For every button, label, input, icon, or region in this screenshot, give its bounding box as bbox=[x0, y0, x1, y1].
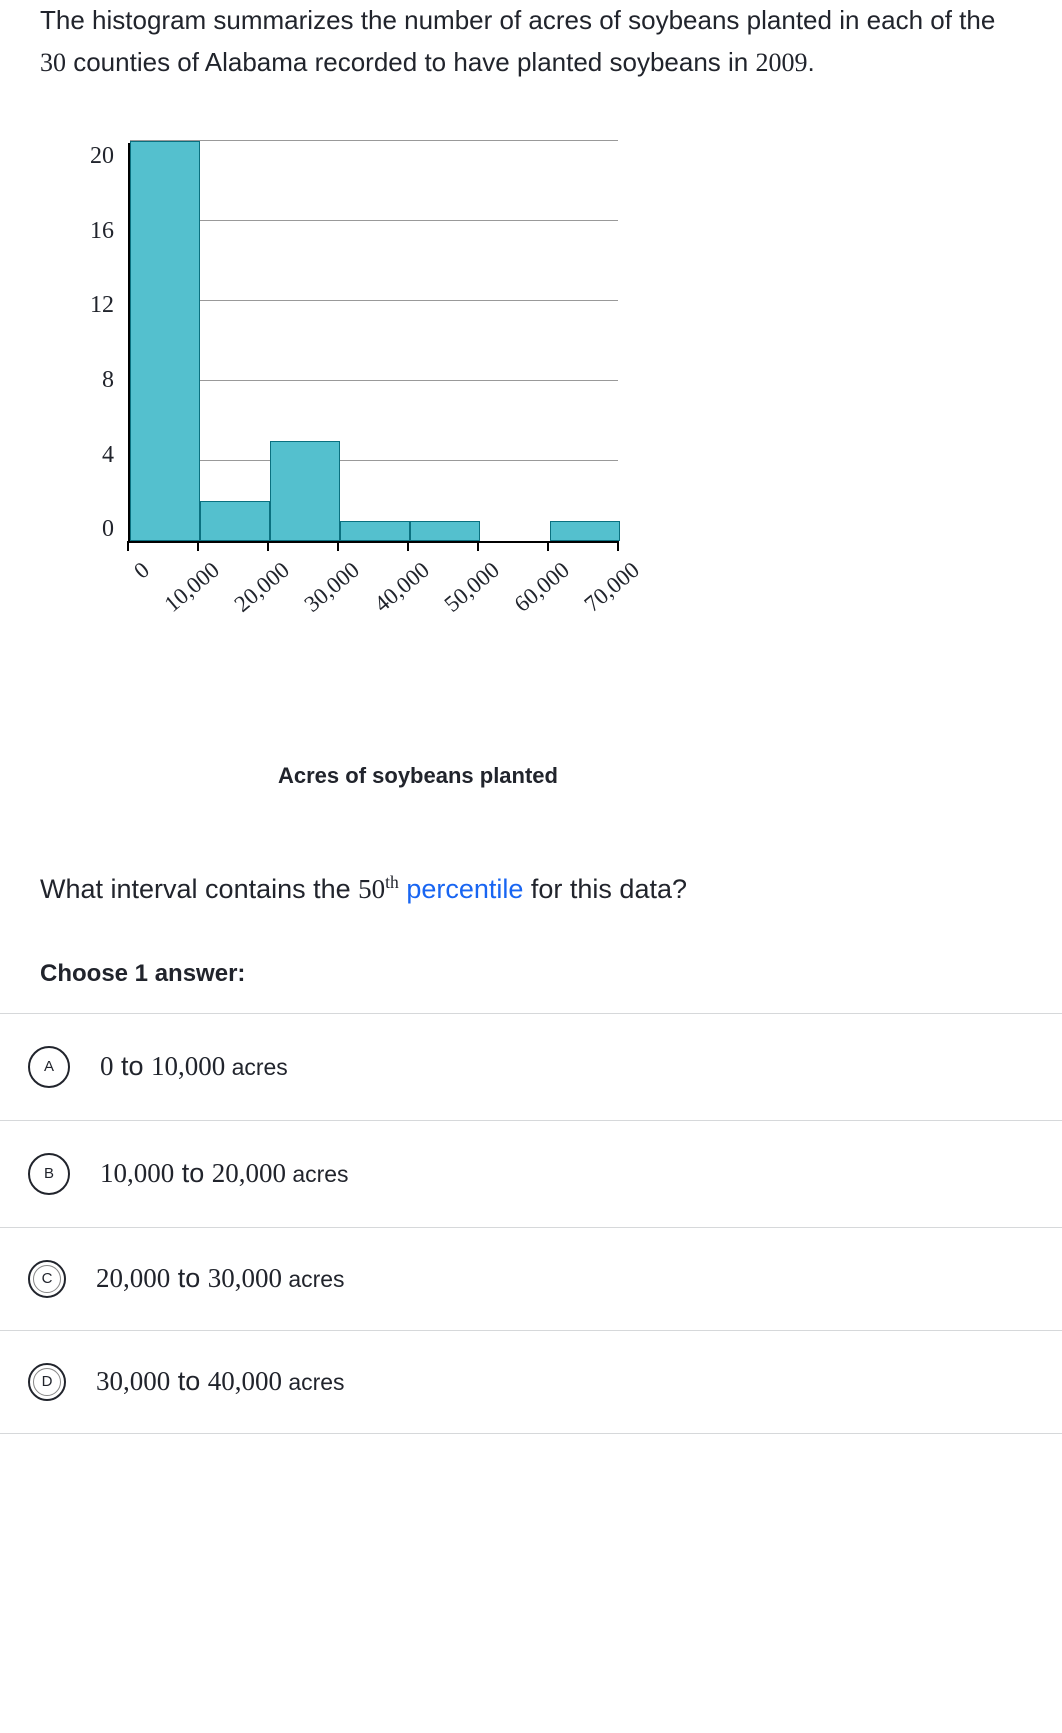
x-ticks: 010,00020,00030,00040,00050,00060,00070,… bbox=[128, 543, 618, 653]
radio-d[interactable]: D bbox=[28, 1363, 66, 1401]
choice-label: 0 to 10,000 acres bbox=[100, 1051, 288, 1082]
intro-year: 2009 bbox=[755, 48, 807, 77]
x-tick-label: 60,000 bbox=[497, 557, 575, 628]
histogram-bar bbox=[270, 441, 340, 541]
y-tick-label: 0 bbox=[102, 516, 114, 543]
choice-label: 30,000 to 40,000 acres bbox=[96, 1366, 345, 1397]
grid-line bbox=[130, 140, 618, 141]
question-num: 50 bbox=[358, 874, 385, 904]
x-tick-mark bbox=[267, 541, 269, 551]
intro-part: The histogram summarizes the number of a… bbox=[40, 5, 739, 35]
histogram-bar bbox=[340, 521, 410, 541]
radio-c[interactable]: C bbox=[28, 1260, 66, 1298]
grid-line bbox=[130, 460, 618, 461]
choice-d[interactable]: D 30,000 to 40,000 acres bbox=[0, 1330, 1062, 1434]
intro-part: . bbox=[807, 47, 814, 77]
x-tick-mark bbox=[477, 541, 479, 551]
plot-area bbox=[128, 143, 618, 543]
choice-b[interactable]: B 10,000 to 20,000 acres bbox=[0, 1120, 1062, 1227]
choose-label: Choose 1 answer: bbox=[0, 930, 1062, 1013]
x-tick-label: 70,000 bbox=[567, 557, 645, 628]
choice-c[interactable]: C 20,000 to 30,000 acres bbox=[0, 1227, 1062, 1330]
y-tick-label: 4 bbox=[102, 442, 114, 469]
percentile-link[interactable]: percentile bbox=[406, 874, 523, 904]
histogram-bar bbox=[200, 501, 270, 541]
x-tick-mark bbox=[547, 541, 549, 551]
x-tick-mark bbox=[197, 541, 199, 551]
x-tick-mark bbox=[127, 541, 129, 551]
question-prefix: What interval contains the bbox=[40, 874, 358, 904]
x-tick-label: 50,000 bbox=[427, 557, 505, 628]
y-tick-label: 20 bbox=[90, 143, 114, 170]
choice-label: 10,000 to 20,000 acres bbox=[100, 1158, 349, 1189]
radio-a[interactable]: A bbox=[28, 1046, 70, 1088]
x-tick-label: 10,000 bbox=[147, 557, 225, 628]
grid-line bbox=[130, 220, 618, 221]
question-sup: th bbox=[385, 872, 399, 892]
intro-part: planted in each of the bbox=[747, 5, 996, 35]
choice-label: 20,000 to 30,000 acres bbox=[96, 1263, 345, 1294]
radio-b[interactable]: B bbox=[28, 1153, 70, 1195]
intro-part: have planted soybeans in bbox=[453, 47, 755, 77]
choice-list: A 0 to 10,000 acres B 10,000 to 20,000 acre… bbox=[0, 1013, 1062, 1434]
x-tick-mark bbox=[617, 541, 619, 551]
histogram-bar bbox=[130, 141, 200, 541]
question-suffix: for this data? bbox=[523, 874, 687, 904]
intro-text: The histogram summarizes the number of a… bbox=[0, 0, 1062, 103]
y-tick-label: 16 bbox=[90, 218, 114, 245]
histogram-chart: Number of counties 201612840 010,00020,0… bbox=[0, 103, 1062, 829]
x-tick-label: 40,000 bbox=[357, 557, 435, 628]
x-tick-label: 20,000 bbox=[217, 557, 295, 628]
choice-a[interactable]: A 0 to 10,000 acres bbox=[0, 1013, 1062, 1120]
grid-line bbox=[130, 300, 618, 301]
histogram-bar bbox=[550, 521, 620, 541]
x-axis-label: Acres of soybeans planted bbox=[173, 763, 663, 789]
y-tick-label: 12 bbox=[90, 292, 114, 319]
grid-line bbox=[130, 380, 618, 381]
question-text: What interval contains the 50th percenti… bbox=[0, 829, 1062, 930]
y-tick-label: 8 bbox=[102, 367, 114, 394]
x-tick-mark bbox=[407, 541, 409, 551]
histogram-bar bbox=[410, 521, 480, 541]
x-tick-label: 30,000 bbox=[287, 557, 365, 628]
y-ticks: 20 16 12 8 4 0 bbox=[90, 143, 128, 543]
x-tick-label: 0 bbox=[77, 557, 155, 628]
intro-part: counties of Alabama recorded to bbox=[66, 47, 446, 77]
intro-count: 30 bbox=[40, 48, 66, 77]
x-tick-mark bbox=[337, 541, 339, 551]
